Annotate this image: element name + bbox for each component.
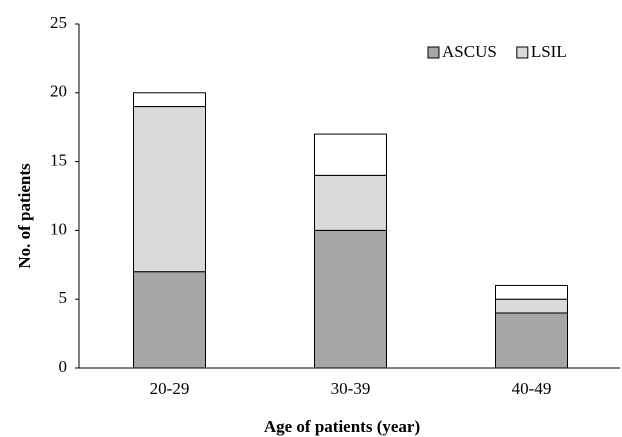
legend-label: LSIL — [531, 42, 567, 61]
y-tick-label: 10 — [50, 219, 67, 238]
y-tick-label: 5 — [59, 288, 68, 307]
legend-swatch — [516, 46, 529, 59]
y-tick-label: 0 — [59, 357, 68, 376]
bar-segment — [133, 271, 206, 369]
x-tick-label: 40-49 — [512, 379, 552, 398]
bar-segment — [314, 229, 387, 369]
bar-segment — [495, 284, 568, 300]
y-tick-label: 25 — [50, 13, 67, 32]
x-tick-label: 20-29 — [150, 379, 190, 398]
bar-segment — [314, 133, 387, 176]
y-axis-title: No. of patients — [15, 163, 34, 269]
bar-segment — [133, 106, 206, 273]
bar-segment — [314, 174, 387, 231]
y-tick-label: 20 — [50, 82, 67, 101]
bar-segment — [495, 312, 568, 369]
y-tick-label: 15 — [50, 151, 67, 170]
x-axis-title: Age of patients (year) — [264, 417, 420, 436]
legend-swatch — [427, 46, 440, 59]
x-tick-label: 30-39 — [331, 379, 371, 398]
bar-segment — [133, 92, 206, 108]
legend-label: ASCUS — [442, 42, 497, 61]
bar-segment — [495, 298, 568, 314]
